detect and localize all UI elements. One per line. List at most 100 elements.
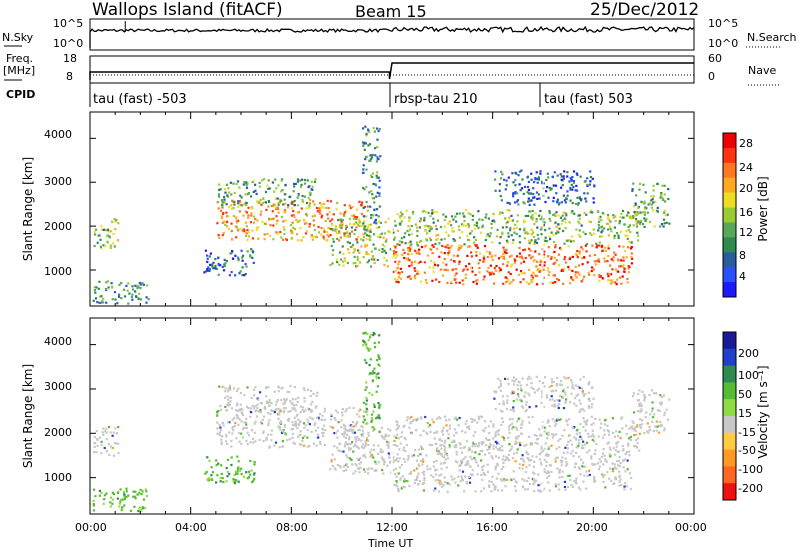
echo-cell [524,488,527,491]
echo-cell [453,239,456,242]
echo-cell [226,470,229,474]
echo-cell [543,221,546,224]
echo-cell [252,473,255,476]
echo-cell [247,235,251,238]
echo-cell [622,259,625,262]
echo-cell [286,390,289,393]
echo-cell [579,423,582,426]
echo-cell [552,380,555,383]
echo-cell [512,383,516,386]
echo-cell [426,254,429,257]
echo-cell [558,488,561,491]
echo-cell [400,277,403,280]
echo-cell [384,251,388,254]
echo-cell [278,446,281,449]
echo-cell [543,376,547,379]
echo-cell [408,417,411,420]
echo-cell [138,491,141,494]
echo-cell [494,487,497,490]
echo-cell [321,414,324,417]
echo-cell [643,213,646,216]
freq-label: Freq. [6,52,34,65]
echo-cell [366,228,369,231]
echo-cell [387,217,390,220]
echo-cell [220,443,223,446]
echo-cell [425,454,428,457]
echo-cell [555,456,558,459]
echo-cell [600,244,603,247]
echo-cell [530,278,533,281]
echo-cell [603,454,606,457]
echo-cell [481,478,484,481]
echo-cell [220,215,223,218]
echo-cell [510,427,514,430]
echo-cell [607,217,610,220]
echo-cell [487,266,490,269]
echo-cell [336,261,339,264]
echo-cell [554,457,557,460]
echo-cell [566,386,569,389]
echo-cell [583,443,587,446]
echo-cell [413,267,416,270]
echo-cell [342,470,345,473]
station-title: Wallops Island (fitACF) [92,0,283,20]
echo-cell [344,436,347,439]
echo-cell [444,439,447,442]
echo-cell [556,417,559,421]
echo-cell [618,470,621,473]
echo-cell [578,196,581,199]
echo-cell [291,207,294,210]
echo-cell [628,472,631,475]
echo-cell [515,442,518,445]
echo-cell [416,234,419,237]
echo-cell [486,439,489,442]
echo-cell [102,244,105,247]
echo-cell [343,427,346,430]
echo-cell [303,388,306,392]
echo-cell [531,216,534,220]
echo-cell [226,225,229,228]
echo-cell [289,400,292,403]
echo-cell [273,390,276,393]
echo-cell [632,182,635,185]
echo-cell [262,431,265,434]
echo-cell [588,399,591,402]
echo-cell [308,444,311,448]
echo-cell [545,178,548,182]
echo-cell [480,415,483,418]
echo-cell [326,233,329,237]
echo-cell [371,454,374,457]
echo-cell [513,477,516,481]
echo-cell [400,214,403,218]
echo-cell [369,235,372,238]
echo-cell [333,467,336,470]
echo-cell [570,452,573,455]
echo-cell [653,225,656,228]
echo-cell [507,232,510,235]
echo-cell [555,419,558,422]
power-tick-3: 20 [739,182,753,195]
echo-cell [561,456,564,459]
echo-cell [631,425,634,428]
echo-cell [590,457,593,460]
echo-cell [467,475,470,479]
echo-cell [474,490,477,493]
echo-cell [628,265,631,269]
echo-cell [505,407,509,411]
echo-cell [417,272,420,275]
echo-cell [293,385,296,389]
echo-cell [415,467,418,470]
echo-cell [231,427,234,430]
echo-cell [296,413,299,416]
echo-cell [236,404,239,407]
echo-cell [387,428,390,431]
echo-cell [344,259,347,262]
echo-cell [627,246,630,249]
echo-cell [556,404,559,407]
echo-cell [249,255,252,258]
echo-cell [344,428,348,431]
echo-cell [497,489,500,492]
echo-cell [497,377,500,380]
echo-cell [134,284,137,287]
echo-cell [245,184,248,187]
